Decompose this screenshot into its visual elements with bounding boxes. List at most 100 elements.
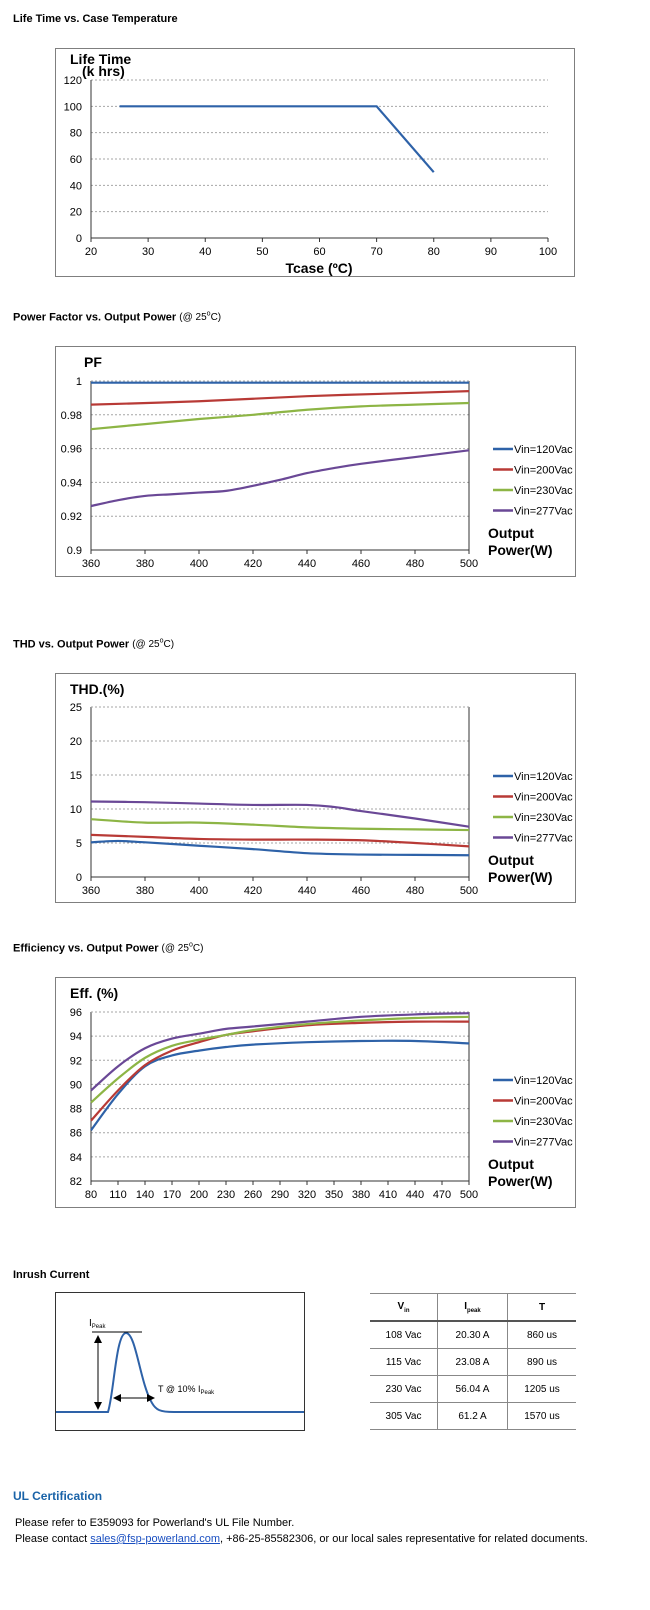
x-tick-label: 470: [433, 1189, 451, 1201]
sales-email-link[interactable]: sales@fsp-powerland.com: [90, 1533, 220, 1545]
vin-header: Vin: [370, 1293, 438, 1321]
eff-chart-frame: 82 84 86 88 90 92 94 96 80 110 140 170 200 230 260 290 3…: [55, 977, 576, 1208]
series-line-vin-230vac: [90, 818, 470, 832]
inrush-waveform: IPeak T @ 10% IPeak: [56, 1318, 304, 1413]
y-tick-label: 0.96: [61, 444, 82, 456]
y-tick-label: 40: [70, 180, 82, 192]
legend-label: Vin=277Vac: [514, 506, 573, 518]
x-tick-label: 20: [85, 246, 97, 258]
x-tick-label: 400: [190, 558, 208, 570]
table-row: 115 Vac 23.08 A 890 us: [370, 1348, 576, 1376]
x-tick-label: 100: [539, 246, 557, 258]
legend-label: Vin=200Vac: [514, 465, 573, 477]
x-tick-label: 380: [352, 1189, 370, 1201]
ul-contact-text: Please contact sales@fsp-powerland.com, …: [15, 1533, 588, 1545]
t-cell: 1205 us: [524, 1383, 560, 1395]
x-tick-label: 70: [371, 246, 383, 258]
thd-chart: 0 5 10 15 20 25 360 380 400 420 440 460 480 500 THD.(%…: [70, 681, 573, 897]
thd-chart-title: THD vs. Output Power: [13, 638, 130, 651]
x-tick-label: 30: [142, 246, 154, 258]
y-tick-label: 92: [70, 1055, 82, 1067]
life-chart-frame: 0 20 40 60 80 100 120 20 30 40 50 60 70 80 90 100 Life T…: [55, 48, 575, 277]
y-tick-label: 60: [70, 154, 82, 166]
y-tick-label: 96: [70, 1007, 82, 1019]
ul-file-number-text: Please refer to E359093 for Powerland's …: [15, 1517, 295, 1529]
series-line-vin-200vac: [90, 833, 470, 848]
ipeak-cell: 20.30 A: [437, 1321, 508, 1349]
legend-label: Vin=200Vac: [514, 792, 573, 804]
series-line-vin-120vac: [90, 1039, 470, 1131]
legend-label: Vin=230Vac: [514, 1116, 573, 1128]
x-tick-label: 230: [217, 1189, 235, 1201]
vin-cell: 305 Vac: [370, 1402, 438, 1430]
x-tick-label: 60: [313, 246, 325, 258]
x-tick-label: 80: [85, 1189, 97, 1201]
ul-certification-title: UL Certification: [13, 1489, 103, 1503]
eff-chart-note: (@ 25oC): [161, 942, 204, 955]
ipeak-cell: 61.2 A: [437, 1402, 508, 1430]
legend-label: Vin=277Vac: [514, 833, 573, 845]
x-tick-label: 90: [485, 246, 497, 258]
y-tick-label: 82: [70, 1176, 82, 1188]
x-tick-label: 260: [244, 1189, 262, 1201]
x-tick-label: 440: [298, 558, 316, 570]
eff-chart-title: Efficiency vs. Output Power: [13, 942, 159, 955]
x-tick-label: 380: [136, 558, 154, 570]
vin-cell: 230 Vac: [370, 1375, 438, 1403]
series-line-vin-230vac: [90, 401, 470, 431]
x-tick-label: 420: [244, 885, 262, 897]
y-tick-label: 15: [70, 770, 82, 782]
x-tick-label: 500: [460, 885, 478, 897]
y-tick-label: 86: [70, 1128, 82, 1140]
inrush-diagram: IPeak T @ 10% IPeak: [55, 1292, 305, 1431]
x-tick-label: 170: [163, 1189, 181, 1201]
inrush-waveform-line: [56, 1331, 304, 1413]
ipeak-cell: 23.08 A: [437, 1348, 508, 1376]
inrush-title: Inrush Current: [13, 1269, 90, 1281]
y-tick-label: 88: [70, 1104, 82, 1116]
y-axis-label-unit: (k hrs): [82, 63, 125, 79]
t-10pct-label: T @ 10% IPeak: [158, 1384, 215, 1396]
table-row: 305 Vac 61.2 A 1570 us: [370, 1402, 576, 1430]
y-axis-label: PF: [84, 354, 102, 370]
x-tick-label: 350: [325, 1189, 343, 1201]
legend-label: Vin=277Vac: [514, 1137, 573, 1149]
inrush-table: Vin Ipeak T 108 Vac 20.30 A 860 us 115 V…: [370, 1293, 576, 1430]
ul-contact-suffix: , +86-25-85582306, or our local sales re…: [220, 1533, 588, 1545]
x-tick-label: 40: [199, 246, 211, 258]
ipeak-cell: 56.04 A: [437, 1375, 508, 1403]
y-tick-label: 25: [70, 702, 82, 714]
t-cell: 1570 us: [524, 1410, 560, 1422]
x-tick-label: 400: [190, 885, 208, 897]
y-tick-label: 84: [70, 1152, 82, 1164]
x-tick-label: 480: [406, 558, 424, 570]
y-tick-label: 0: [76, 872, 82, 884]
series-line-vin-277vac: [90, 449, 470, 508]
x-tick-label: 320: [298, 1189, 316, 1201]
y-tick-label: 1: [76, 376, 82, 388]
t-header: T: [538, 1301, 546, 1313]
thd-chart-title-row: THD vs. Output Power (@ 25oC): [13, 638, 174, 650]
x-tick-label: 500: [460, 1189, 478, 1201]
x-tick-label: 360: [82, 558, 100, 570]
y-tick-label: 120: [64, 75, 82, 87]
x-axis-label-unit: Power(W): [488, 1173, 553, 1189]
t-cell: 860 us: [526, 1329, 558, 1341]
x-axis-label: Output: [488, 525, 534, 541]
t-cell: 890 us: [526, 1356, 558, 1368]
x-tick-label: 440: [406, 1189, 424, 1201]
x-tick-label: 380: [136, 885, 154, 897]
pf-chart-title-row: Power Factor vs. Output Power (@ 25oC): [13, 311, 221, 323]
legend-label: Vin=230Vac: [514, 812, 573, 824]
pf-chart-note: (@ 25oC): [179, 311, 222, 324]
series-line-vin-120vac: [90, 839, 470, 857]
legend-label: Vin=120Vac: [514, 444, 573, 456]
y-axis-label: Eff. (%): [70, 985, 118, 1001]
life-chart-title: Life Time vs. Case Temperature: [13, 13, 178, 25]
y-tick-label: 0.9: [67, 545, 82, 557]
thd-chart-note: (@ 25oC): [132, 638, 175, 651]
vin-cell: 115 Vac: [370, 1348, 438, 1376]
y-tick-label: 100: [64, 101, 82, 113]
x-tick-label: 460: [352, 558, 370, 570]
